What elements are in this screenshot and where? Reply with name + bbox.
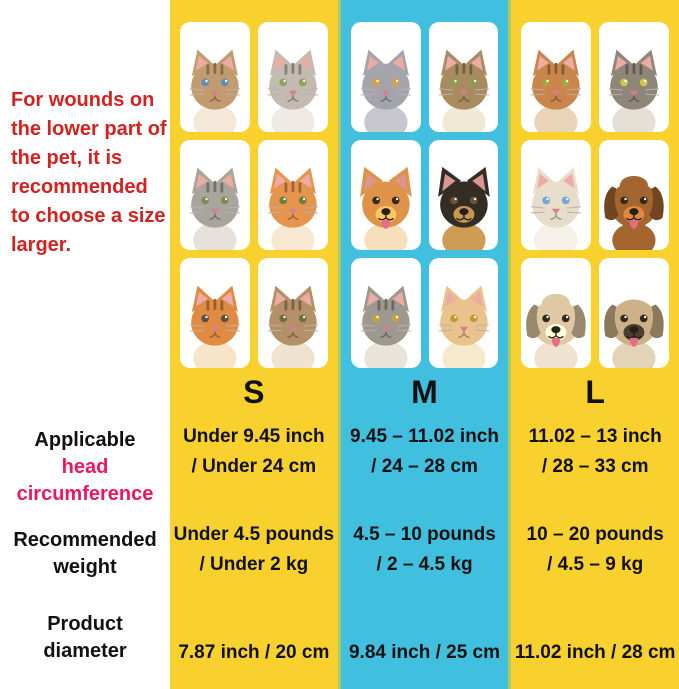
row-label-recommended-weight: Recommended weight [13, 529, 157, 578]
head-circumference-value-l: 11.02 – 13 inch / 28 – 33 cm [511, 416, 679, 502]
head-circumference-inch-l: 11.02 – 13 inch [528, 426, 662, 447]
size-column-s: S Under 9.45 inch / Under 24 cm Under 4.… [170, 0, 338, 689]
head-circumference-value-m: 9.45 – 11.02 inch / 24 – 28 cm [341, 416, 509, 502]
brown-tabby-kitten-photo [257, 258, 328, 368]
size-column-l: L 11.02 – 13 inch / 28 – 33 cm 10 – 20 p… [511, 0, 679, 689]
chihuahua-dog-photo [428, 140, 499, 250]
weight-value-s: Under 4.5 pounds / Under 2 kg [170, 502, 338, 596]
pomeranian-dog-photo [350, 140, 421, 250]
row-label-product-diameter: Product diameter [43, 613, 127, 662]
weight-kg-l: / 4.5 – 9 kg [547, 554, 644, 575]
gray-tabby-kitten-photo [180, 140, 250, 250]
fluffy-brown-kitten-photo [180, 22, 250, 132]
row-label-applicable: Applicable [34, 429, 136, 451]
ginger-kitten-photo [180, 258, 250, 368]
size-label-m: M [411, 374, 438, 410]
cream-cat-photo [428, 258, 499, 368]
info-panel: For wounds on the lower part of the pet,… [0, 0, 170, 689]
head-circumference-inch-s: Under 9.45 inch [183, 426, 325, 447]
gray-tabby-cat-photo [350, 258, 421, 368]
diameter-value-m: 9.84 inch / 25 cm [348, 642, 501, 663]
pet-photo-grid-s [170, 0, 338, 368]
weight-kg-m: / 2 – 4.5 kg [376, 554, 473, 575]
size-label-l: L [585, 374, 605, 410]
brown-poodle-dog-photo [599, 140, 670, 250]
silver-tabby-kitten-photo [257, 22, 328, 132]
orange-tabby-kitten-photo [257, 140, 328, 250]
pug-dog-photo [599, 258, 670, 368]
pet-photo-grid-m [341, 0, 509, 368]
row-label-head-circumference: Applicable head circumference [0, 427, 170, 508]
cream-havanese-dog-photo [521, 258, 592, 368]
size-label-s: S [243, 374, 265, 410]
brown-tabby-cat-photo [428, 22, 499, 132]
weight-value-m: 4.5 – 10 pounds / 2 – 4.5 kg [341, 502, 509, 596]
ragdoll-cat-photo [521, 140, 592, 250]
size-column-m: M 9.45 – 11.02 inch / 24 – 28 cm 4.5 – 1… [337, 0, 512, 689]
row-label-head-circumference-pink: head circumference [16, 456, 154, 505]
gray-british-shorthair-cat-photo [350, 22, 421, 132]
orange-maine-coon-cat-photo [521, 22, 592, 132]
weight-value-l: 10 – 20 pounds / 4.5 – 9 kg [511, 502, 679, 596]
head-circumference-inch-m: 9.45 – 11.02 inch [350, 426, 499, 447]
head-circumference-value-s: Under 9.45 inch / Under 24 cm [170, 416, 338, 502]
gray-maine-coon-cat-photo [599, 22, 670, 132]
weight-kg-s: / Under 2 kg [199, 554, 309, 575]
head-circumference-cm-s: / Under 24 cm [191, 456, 317, 477]
head-circumference-cm-l: / 28 – 33 cm [541, 456, 649, 477]
weight-pounds-l: 10 – 20 pounds [526, 524, 664, 545]
size-up-note: For wounds on the lower part of the pet,… [11, 89, 167, 256]
diameter-value-s: 7.87 inch / 20 cm [178, 642, 330, 663]
weight-pounds-m: 4.5 – 10 pounds [353, 524, 496, 545]
diameter-value-l: 11.02 inch / 28 cm [514, 642, 676, 663]
weight-pounds-s: Under 4.5 pounds [173, 524, 335, 545]
head-circumference-cm-m: / 24 – 28 cm [371, 456, 478, 477]
pet-photo-grid-l [511, 0, 679, 368]
